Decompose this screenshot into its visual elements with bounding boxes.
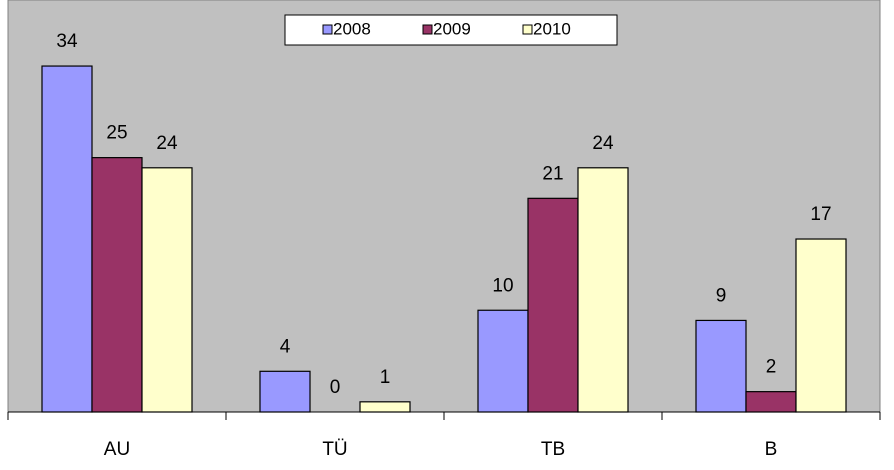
bar (477, 309, 529, 413)
bar (745, 391, 797, 413)
legend-label: 2008 (333, 19, 371, 38)
bar (527, 197, 579, 413)
data-label: 25 (106, 123, 127, 144)
bar (41, 65, 93, 413)
bar (577, 167, 629, 413)
bar (695, 319, 747, 413)
x-tick-label: TÜ (322, 439, 347, 460)
data-label: 17 (810, 204, 831, 225)
x-tick-label: AU (104, 439, 130, 460)
data-label: 9 (716, 285, 727, 306)
data-label: 4 (280, 336, 291, 357)
data-label: 24 (156, 133, 178, 154)
data-label: 2 (766, 357, 777, 378)
legend-swatch (422, 24, 433, 35)
data-label: 21 (542, 163, 563, 184)
legend-label: 2009 (433, 19, 471, 38)
legend-swatch (322, 24, 333, 35)
x-tick-label: B (765, 439, 778, 460)
bar (359, 401, 411, 413)
bar (91, 157, 143, 413)
data-label: 34 (56, 31, 78, 52)
legend-swatch (522, 24, 533, 35)
legend-box (284, 14, 618, 46)
bar (259, 370, 311, 413)
data-label: 24 (592, 133, 614, 154)
bar (141, 167, 193, 413)
legend-label: 2010 (533, 19, 571, 38)
data-label: 1 (380, 367, 391, 388)
data-label: 10 (492, 275, 513, 296)
x-tick-label: TB (541, 439, 565, 460)
bar (795, 238, 847, 413)
data-label: 0 (330, 377, 341, 398)
